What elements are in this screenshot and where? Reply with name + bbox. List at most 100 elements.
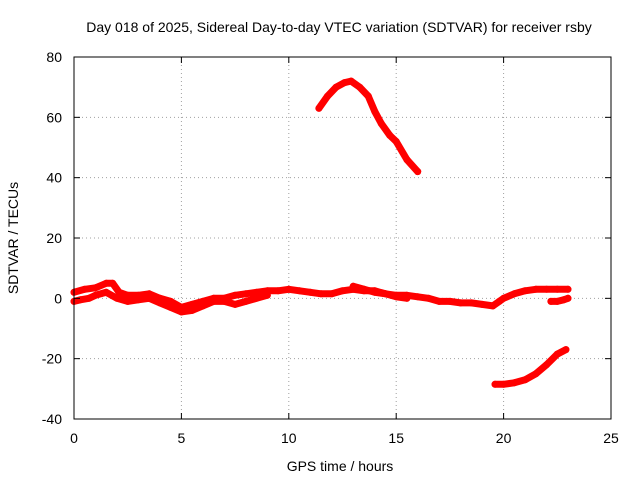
data-point [296,287,303,295]
x-tick-label: 20 [496,430,512,446]
data-point [285,285,293,293]
data-point [424,294,432,302]
data-point [491,380,499,388]
data-point [553,285,561,293]
data-point [341,79,349,87]
data-point [177,308,185,316]
data-point [532,370,540,378]
data-point [306,288,314,296]
data-point [403,294,411,302]
data-point [564,294,572,302]
data-point [102,279,110,287]
data-point [220,297,228,305]
data-point [124,291,132,299]
data-point [547,297,555,305]
x-tick-label: 10 [281,430,297,446]
x-tick-label: 5 [178,430,186,446]
data-point [414,168,422,176]
data-point [274,287,282,295]
data-point [115,288,123,296]
data-point [328,290,336,298]
data-point [382,290,389,298]
data-point [92,291,99,299]
data-point [392,138,400,145]
data-point [553,350,561,358]
data-point [446,297,454,305]
data-point [510,290,518,298]
data-point [500,294,508,302]
y-tick-label: 80 [46,49,62,65]
data-point [134,296,142,304]
data-point [188,306,196,314]
data-point [317,290,325,298]
data-point [253,288,261,296]
data-point [489,302,497,310]
data-point [403,156,411,164]
data-point [360,285,368,293]
data-point [564,285,572,293]
data-point [332,83,340,91]
data-point [113,294,121,302]
data-point [263,291,271,299]
data-point [478,300,486,308]
data-point [532,285,540,293]
x-tick-label: 0 [70,430,78,446]
y-tick-label: 40 [46,170,62,186]
data-point [92,284,99,292]
data-point [76,296,84,304]
data-point [521,376,529,384]
data-point [457,299,465,307]
data-point [562,346,570,354]
data-layer [70,77,572,388]
data-point [102,288,110,296]
data-point [253,294,261,302]
data-point [371,107,379,115]
data-point [242,290,250,298]
data-point [156,299,164,307]
data-point [231,300,239,308]
data-point [199,302,207,310]
x-tick-label: 15 [388,430,404,446]
data-point [435,297,443,305]
data-point [386,131,394,139]
data-point [349,282,357,290]
data-point [543,285,551,293]
data-point [364,92,372,100]
data-point [210,297,218,305]
grid [74,57,611,419]
x-axis-label: GPS time / hours [287,458,394,474]
data-point [510,379,518,387]
chart-title: Day 018 of 2025, Sidereal Day-to-day VTE… [86,19,592,35]
data-point [81,285,89,293]
y-tick-label: -20 [42,351,62,367]
data-point [124,297,132,305]
x-tick-label: 25 [603,430,619,446]
data-point [339,287,346,295]
data-point [324,92,331,100]
data-point [242,297,250,305]
axis-ticks: 0 5 10 15 20 25 -40 -20 0 20 40 60 80 [42,49,619,446]
data-point [315,104,323,112]
y-tick-label: 60 [46,109,62,125]
data-point [145,294,153,302]
data-point [553,297,561,305]
y-tick-label: 0 [54,290,62,306]
data-point [467,299,475,307]
data-point [500,380,508,388]
data-point [356,83,364,91]
data-point [377,119,385,127]
data-point [414,293,422,301]
y-tick-label: 20 [46,230,62,246]
data-point [109,279,117,287]
data-point [167,303,175,311]
data-point [231,291,239,299]
y-tick-label: -40 [42,411,62,427]
data-point [347,77,355,85]
data-point [521,287,529,295]
data-point [392,293,400,301]
data-point [85,294,93,302]
data-point [543,361,551,369]
y-axis-label: SDTVAR / TECUs [5,182,21,294]
data-point [371,288,379,296]
